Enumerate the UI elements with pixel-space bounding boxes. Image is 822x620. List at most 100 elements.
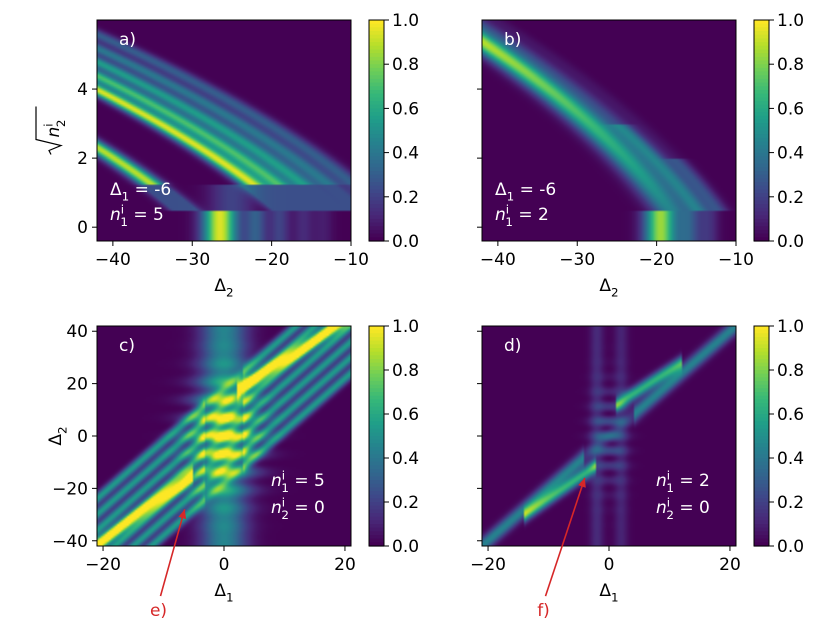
colorbar-step [369, 494, 384, 499]
colorbar-step [754, 178, 769, 183]
colorbar-step [754, 233, 769, 238]
colorbar-step [369, 207, 384, 213]
colorbar-tick-label: 0.6 [392, 405, 419, 425]
colorbar-step [369, 476, 384, 481]
colorbar-step [369, 505, 384, 510]
colorbar-step [754, 196, 769, 202]
y-tick-label: −20 [52, 479, 88, 499]
colorbar-step [754, 20, 769, 25]
colorbar-step [369, 237, 384, 242]
colorbar-step [369, 344, 384, 349]
panel-d: −20 0 20 Δ1 d) ni 1 = 2ni 2 = 0 [470, 325, 741, 604]
colorbar-step [369, 123, 384, 128]
colorbar-step [369, 329, 384, 334]
colorbar-step [754, 483, 769, 488]
colorbar-step [369, 119, 384, 124]
colorbar-step [369, 218, 384, 224]
colorbar-step [369, 130, 384, 135]
colorbar-step [754, 370, 769, 375]
plot-frame [481, 19, 737, 242]
colorbar-step [754, 403, 769, 408]
arrow-label: f) [537, 601, 550, 620]
y-tick-label: 2 [77, 149, 88, 169]
panel-c: −20 0 20 −40 −20 0 20 40 Δ1 Δ2 c) ni 1 = 5ni 2 = 0 [46, 322, 356, 604]
colorbar-step [754, 425, 769, 430]
colorbar-step [369, 326, 384, 331]
colorbar-step [754, 480, 769, 485]
annotation-text: ni 1 = 5 [110, 203, 164, 229]
colorbar-step [754, 439, 769, 444]
y-tick-label: 40 [66, 322, 88, 342]
x-tick-label: 0 [604, 555, 615, 575]
colorbar-step [369, 31, 384, 36]
colorbar-step [369, 509, 384, 514]
colorbar-step [754, 542, 769, 547]
colorbar-step [369, 513, 384, 518]
colorbar-step [754, 126, 769, 132]
colorbar-step [369, 226, 384, 231]
colorbar-step [754, 152, 769, 157]
colorbar-step [369, 469, 384, 474]
colorbar-tick-label: 0.2 [777, 493, 804, 513]
arrow-head [178, 509, 187, 520]
colorbar: 0.0 0.2 0.4 0.6 0.8 1.0 [753, 11, 804, 252]
colorbar-step [369, 392, 384, 397]
colorbar-step [754, 182, 769, 187]
colorbar-step [754, 27, 769, 32]
colorbar-step [754, 45, 769, 51]
colorbar-step [369, 417, 384, 422]
colorbar-step [754, 355, 769, 360]
y-tick-label: 0 [77, 218, 88, 238]
x-tick-label: −20 [470, 555, 506, 575]
colorbar-step [754, 159, 769, 165]
colorbar-tick-label: 0.2 [777, 188, 804, 208]
colorbar-step [369, 134, 384, 139]
colorbar-tick-label: 1.0 [777, 317, 804, 337]
colorbar-step [369, 97, 384, 102]
x-axis-label: Δ1 [214, 581, 233, 604]
colorbar-step [754, 491, 769, 496]
colorbar-step [369, 163, 384, 168]
colorbar-step [754, 447, 769, 452]
annotation-text: Δ1 = -6 [110, 180, 171, 203]
colorbar-step [369, 101, 384, 106]
colorbar-step [369, 193, 384, 198]
colorbar-step [369, 538, 384, 543]
colorbar-step [369, 465, 384, 470]
colorbar-step [369, 67, 384, 73]
y-tick-label: 0 [77, 427, 88, 447]
colorbar-step [754, 362, 769, 367]
colorbar-step [369, 56, 384, 62]
colorbar-step [369, 222, 384, 227]
colorbar-step [369, 406, 384, 411]
colorbar-tick-label: 0.6 [777, 99, 804, 119]
colorbar-step [369, 78, 384, 84]
colorbar: 0.0 0.2 0.4 0.6 0.8 1.0 [368, 11, 419, 252]
colorbar-step [754, 218, 769, 224]
colorbar-step [754, 53, 769, 58]
colorbar-step [754, 42, 769, 47]
colorbar-step [754, 119, 769, 124]
colorbar: 0.0 0.2 0.4 0.6 0.8 1.0 [753, 317, 804, 557]
colorbar-step [754, 56, 769, 62]
colorbar-step [754, 23, 769, 28]
colorbar-step [369, 34, 384, 40]
colorbar-step [369, 137, 384, 143]
colorbar-step [369, 112, 384, 117]
x-tick-label: −40 [480, 250, 516, 270]
colorbar-tick-label: 1.0 [777, 11, 804, 31]
colorbar-step [369, 115, 384, 121]
colorbar-step [369, 483, 384, 488]
colorbar-step [369, 174, 384, 179]
colorbar-step [369, 480, 384, 485]
y-axis-label: Δ2 [46, 426, 69, 445]
y-tick-label: −40 [52, 532, 88, 552]
colorbar-step [369, 45, 384, 51]
colorbar-step [754, 417, 769, 422]
plot-frame [96, 19, 352, 242]
colorbar-step [369, 377, 384, 382]
colorbar-step [754, 337, 769, 342]
colorbar-step [369, 454, 384, 459]
colorbar-step [369, 20, 384, 25]
colorbar-step [369, 498, 384, 503]
